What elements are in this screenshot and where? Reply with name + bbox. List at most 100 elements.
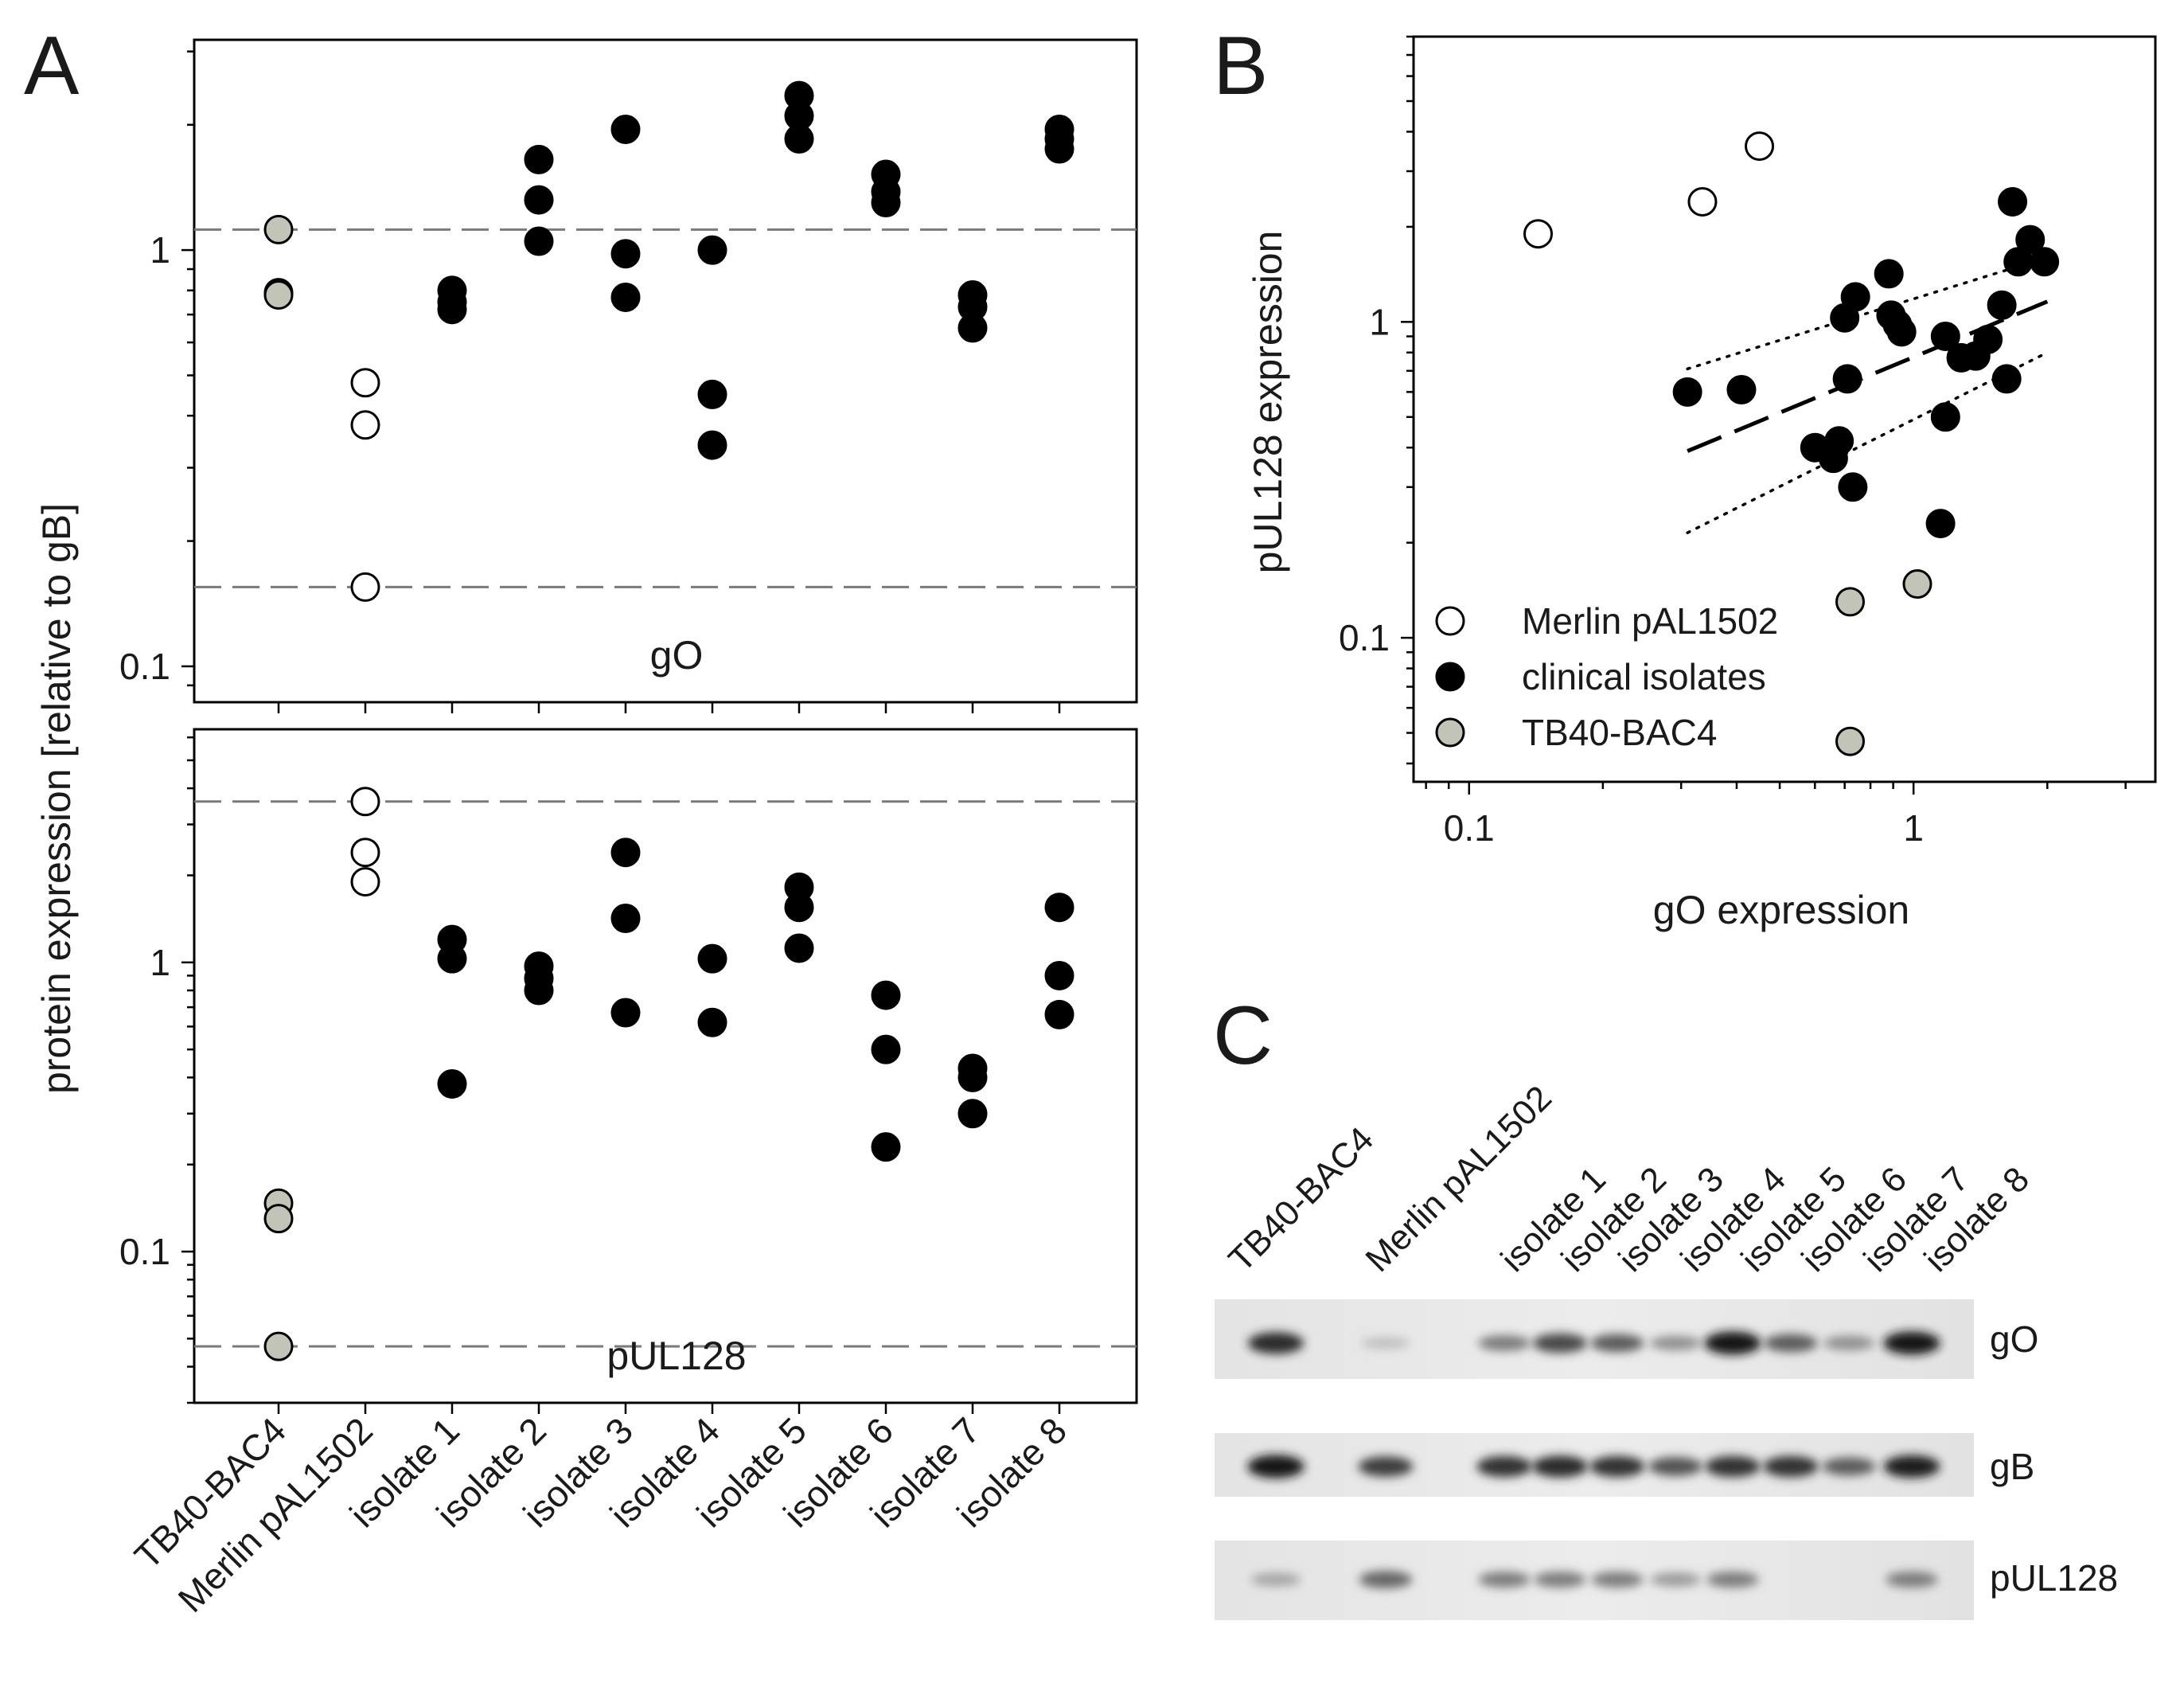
blot-row-label-gb: gB xyxy=(1990,1446,2034,1487)
a-top-point-clinical-isolates xyxy=(524,226,554,256)
panel-a: protein expression [relative to gB] 0.1 1… xyxy=(34,38,1138,1620)
panel-a-bottom-plot: 0.1 1 pUL128 xyxy=(119,728,1138,1414)
a-top-point-clinical-isolates xyxy=(610,239,641,269)
blot-band xyxy=(1361,1337,1410,1349)
a-top-frame xyxy=(193,38,1138,704)
b-point-merlin-pal1502 xyxy=(1745,131,1775,162)
blot-band xyxy=(1649,1335,1702,1351)
blot-band xyxy=(1822,1457,1876,1476)
blot-band xyxy=(1823,1335,1875,1351)
blot-band xyxy=(1359,1571,1413,1588)
a-bottom-point-merlin-pal1502 xyxy=(350,867,380,897)
panel-c-letter: C xyxy=(1213,990,1273,1082)
a-top-point-clinical-isolates xyxy=(437,295,467,325)
b-y-tick-label: 0.1 xyxy=(1339,617,1390,658)
blot-lane-label-tb40-bac4: TB40-BAC4 xyxy=(1221,1119,1381,1279)
a-top-point-merlin-pal1502 xyxy=(350,572,380,602)
b-legend-label-clinical-isolates: clinical isolates xyxy=(1522,656,1766,697)
a-bottom-point-clinical-isolates xyxy=(957,1062,988,1092)
blot-band xyxy=(1589,1455,1645,1478)
a-top-y-tick-label: 1 xyxy=(150,229,170,271)
a-top-point-clinical-isolates xyxy=(610,114,641,144)
blot-band xyxy=(1704,1331,1761,1355)
b-point-tb40-bac4 xyxy=(1902,569,1932,599)
a-top-point-merlin-pal1502 xyxy=(350,368,380,398)
blot-strip-go: gO xyxy=(1215,1299,2038,1379)
blot-band xyxy=(1478,1571,1531,1588)
a-top-point-clinical-isolates xyxy=(1044,134,1074,164)
a-top-point-merlin-pal1502 xyxy=(350,410,380,440)
blot-band xyxy=(1247,1332,1305,1354)
b-y-tick-label: 1 xyxy=(1369,301,1390,342)
a-top-point-clinical-isolates xyxy=(871,188,901,218)
b-legend-marker-merlin-pal1502 xyxy=(1435,606,1465,636)
b-point-clinical-isolates xyxy=(1930,321,1960,351)
blot-band xyxy=(1648,1457,1702,1476)
panel-b: gO expression pUL128 expression 0.1 1 0.1 1… xyxy=(1246,35,2157,932)
b-point-clinical-isolates xyxy=(1973,324,2003,354)
a-bottom-point-clinical-isolates xyxy=(610,838,641,868)
b-frame xyxy=(1412,35,2157,783)
a-bottom-frame xyxy=(193,728,1138,1404)
b-point-clinical-isolates xyxy=(2030,247,2060,277)
panel-b-legend: Merlin pAL1502 clinical isolates TB40-BAC4 xyxy=(1435,600,1778,753)
a-bottom-point-merlin-pal1502 xyxy=(350,787,380,817)
a-bottom-point-clinical-isolates xyxy=(871,1034,901,1064)
blot-band xyxy=(1476,1455,1532,1478)
b-point-clinical-isolates xyxy=(1925,509,1956,539)
b-point-tb40-bac4 xyxy=(1835,726,1866,756)
a-top-point-clinical-isolates xyxy=(957,313,988,343)
a-bottom-point-clinical-isolates xyxy=(1044,892,1074,923)
b-point-clinical-isolates xyxy=(1838,472,1868,502)
panel-a-y-axis-title: protein expression [relative to gB] xyxy=(34,503,79,1094)
b-point-merlin-pal1502 xyxy=(1687,186,1718,217)
blot-band xyxy=(1358,1456,1414,1477)
b-point-merlin-pal1502 xyxy=(1523,219,1554,249)
a-bottom-point-clinical-isolates xyxy=(697,1007,727,1037)
blot-band xyxy=(1764,1334,1818,1353)
a-top-point-clinical-isolates xyxy=(697,379,727,409)
b-point-clinical-isolates xyxy=(1987,290,2017,320)
a-bottom-point-clinical-isolates xyxy=(437,943,467,974)
blot-strips: gO gB pUL128 xyxy=(1215,1299,2118,1620)
blot-band xyxy=(1478,1334,1531,1352)
blot-band xyxy=(1886,1571,1938,1588)
a-top-point-clinical-isolates xyxy=(524,185,554,215)
b-legend-marker-tb40-bac4 xyxy=(1435,717,1465,748)
b-legend-label-tb40-bac4: TB40-BAC4 xyxy=(1522,712,1717,753)
a-top-point-clinical-isolates xyxy=(784,123,814,154)
blot-strip-gb: gB xyxy=(1215,1433,2034,1497)
b-point-clinical-isolates xyxy=(1991,364,2022,394)
a-bottom-point-clinical-isolates xyxy=(957,1099,988,1129)
b-x-tick-label: 0.1 xyxy=(1444,807,1495,849)
blot-strip-pul128: pUL128 xyxy=(1215,1541,2118,1620)
blot-band xyxy=(1705,1455,1761,1478)
a-bottom-point-tb40-bac4 xyxy=(263,1331,294,1361)
a-bottom-y-tick-label: 0.1 xyxy=(119,1231,170,1272)
a-bottom-point-clinical-isolates xyxy=(610,904,641,934)
a-bottom-point-clinical-isolates xyxy=(1044,999,1074,1029)
blot-band xyxy=(1650,1572,1701,1587)
b-x-tick-label: 1 xyxy=(1903,807,1924,849)
a-bottom-point-clinical-isolates xyxy=(437,1068,467,1099)
b-point-clinical-isolates xyxy=(1726,374,1757,404)
b-point-clinical-isolates xyxy=(1832,364,1862,394)
a-bottom-point-merlin-pal1502 xyxy=(350,838,380,868)
panel-b-x-axis-title: gO expression xyxy=(1653,888,1909,932)
b-point-clinical-isolates xyxy=(1998,186,2028,217)
a-bottom-point-clinical-isolates xyxy=(784,933,814,963)
a-bottom-point-clinical-isolates xyxy=(1044,960,1074,990)
a-bottom-point-clinical-isolates xyxy=(871,1132,901,1162)
a-top-title: gO xyxy=(650,633,704,678)
panel-a-letter: A xyxy=(24,20,80,112)
b-legend-label-merlin-pal1502: Merlin pAL1502 xyxy=(1522,600,1778,642)
blot-band xyxy=(1883,1331,1940,1355)
b-confidence-upper xyxy=(1686,256,2049,371)
blot-band xyxy=(1591,1571,1644,1588)
b-point-tb40-bac4 xyxy=(1835,587,1866,617)
panel-a-top-plot: 0.1 1 gO xyxy=(119,38,1138,713)
